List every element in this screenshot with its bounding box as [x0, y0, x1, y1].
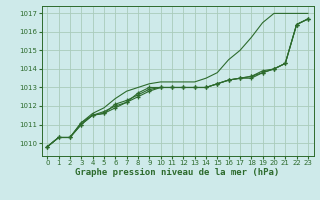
X-axis label: Graphe pression niveau de la mer (hPa): Graphe pression niveau de la mer (hPa): [76, 168, 280, 177]
